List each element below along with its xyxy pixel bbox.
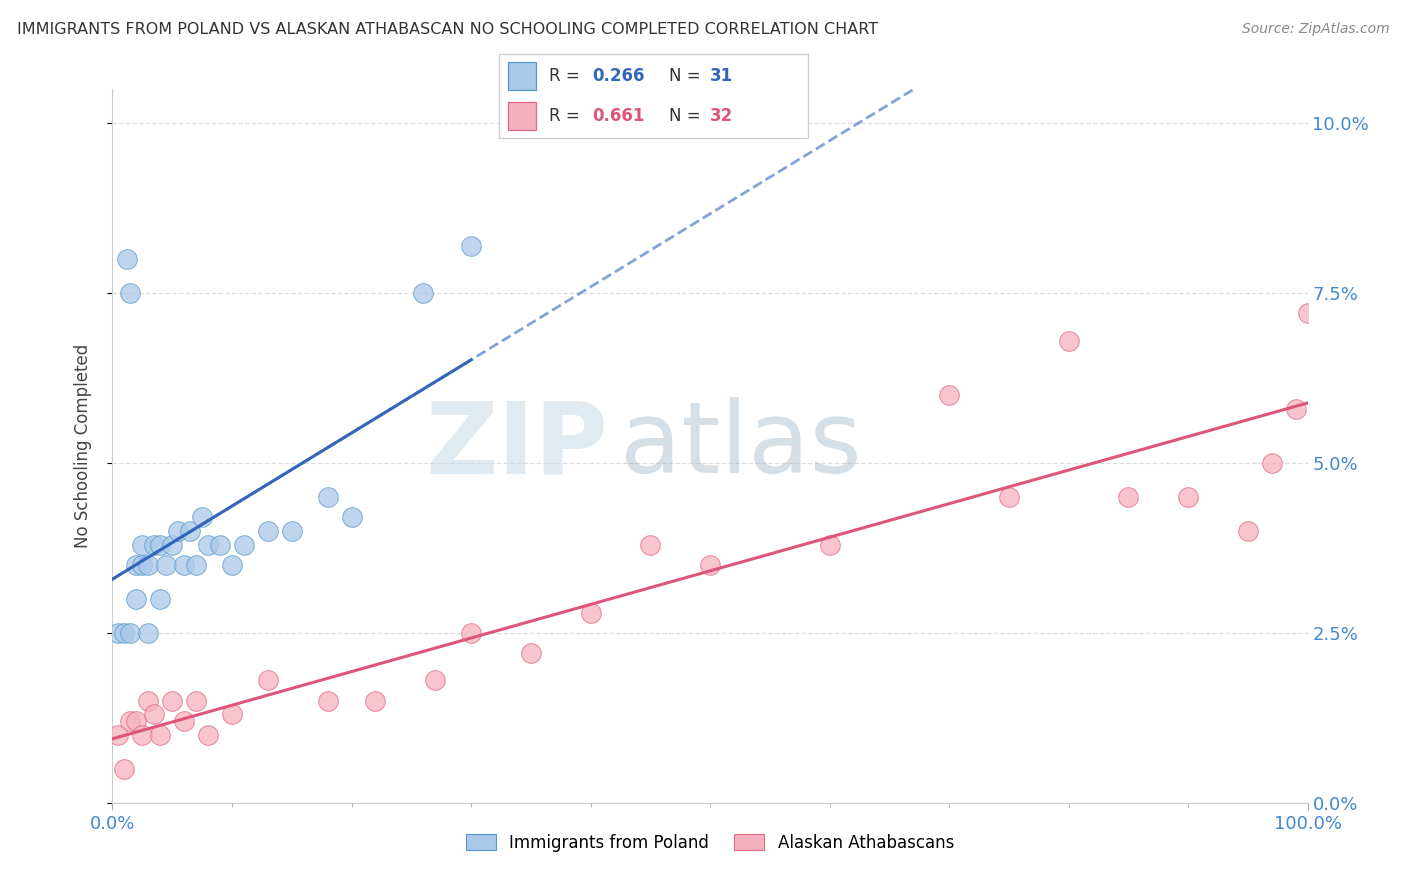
Point xyxy=(125,714,148,729)
Point xyxy=(1296,306,1319,320)
Point xyxy=(640,537,662,551)
Point xyxy=(120,626,142,640)
Point xyxy=(425,673,447,688)
Point xyxy=(114,762,135,776)
Point xyxy=(162,537,183,551)
Point xyxy=(186,558,208,572)
Point xyxy=(186,694,208,708)
Point xyxy=(149,728,172,742)
Point xyxy=(257,524,280,538)
Point xyxy=(173,558,195,572)
Point xyxy=(107,626,129,640)
Point xyxy=(281,524,304,538)
Point xyxy=(138,694,160,708)
Text: N =: N = xyxy=(669,107,706,125)
Point xyxy=(115,252,138,266)
Point xyxy=(412,286,434,301)
Text: ZIP: ZIP xyxy=(426,398,609,494)
Point xyxy=(149,591,172,606)
Y-axis label: No Schooling Completed: No Schooling Completed xyxy=(73,344,91,548)
Point xyxy=(120,714,142,729)
Point xyxy=(155,558,177,572)
Point xyxy=(257,673,280,688)
Text: 0.661: 0.661 xyxy=(592,107,644,125)
Point xyxy=(460,238,482,252)
Point xyxy=(162,694,183,708)
Point xyxy=(1057,334,1080,348)
Point xyxy=(125,558,148,572)
Text: R =: R = xyxy=(548,107,585,125)
Point xyxy=(209,537,232,551)
Point xyxy=(579,606,602,620)
Point xyxy=(120,286,142,301)
Point xyxy=(221,707,243,722)
Point xyxy=(131,728,153,742)
Point xyxy=(191,510,214,524)
Point xyxy=(173,714,195,729)
Point xyxy=(1261,456,1284,470)
Text: atlas: atlas xyxy=(620,398,862,494)
Text: IMMIGRANTS FROM POLAND VS ALASKAN ATHABASCAN NO SCHOOLING COMPLETED CORRELATION : IMMIGRANTS FROM POLAND VS ALASKAN ATHABA… xyxy=(17,22,877,37)
Text: Source: ZipAtlas.com: Source: ZipAtlas.com xyxy=(1241,22,1389,37)
Point xyxy=(114,626,135,640)
Bar xyxy=(509,102,536,130)
Point xyxy=(316,694,339,708)
Text: 0.266: 0.266 xyxy=(592,67,644,85)
Point xyxy=(143,537,166,551)
Point xyxy=(818,537,841,551)
Text: N =: N = xyxy=(669,67,706,85)
Point xyxy=(167,524,190,538)
Point xyxy=(179,524,201,538)
Text: 31: 31 xyxy=(710,67,733,85)
Point xyxy=(143,707,166,722)
Point xyxy=(125,591,148,606)
Point xyxy=(197,537,219,551)
Point xyxy=(197,728,219,742)
Point xyxy=(938,388,960,402)
Point xyxy=(107,728,129,742)
Point xyxy=(340,510,363,524)
Point xyxy=(149,537,172,551)
Point xyxy=(364,694,387,708)
Text: R =: R = xyxy=(548,67,585,85)
Point xyxy=(1177,490,1199,504)
Point xyxy=(131,558,153,572)
Point xyxy=(1285,401,1308,416)
Point xyxy=(998,490,1021,504)
Point xyxy=(1237,524,1260,538)
Point xyxy=(460,626,482,640)
Legend: Immigrants from Poland, Alaskan Athabascans: Immigrants from Poland, Alaskan Athabasc… xyxy=(460,828,960,859)
Point xyxy=(233,537,256,551)
Point xyxy=(221,558,243,572)
Point xyxy=(138,558,160,572)
Point xyxy=(699,558,721,572)
Point xyxy=(1118,490,1140,504)
Point xyxy=(316,490,339,504)
Point xyxy=(138,626,160,640)
Text: 32: 32 xyxy=(710,107,733,125)
Bar xyxy=(509,62,536,90)
Point xyxy=(520,646,543,660)
Point xyxy=(131,537,153,551)
